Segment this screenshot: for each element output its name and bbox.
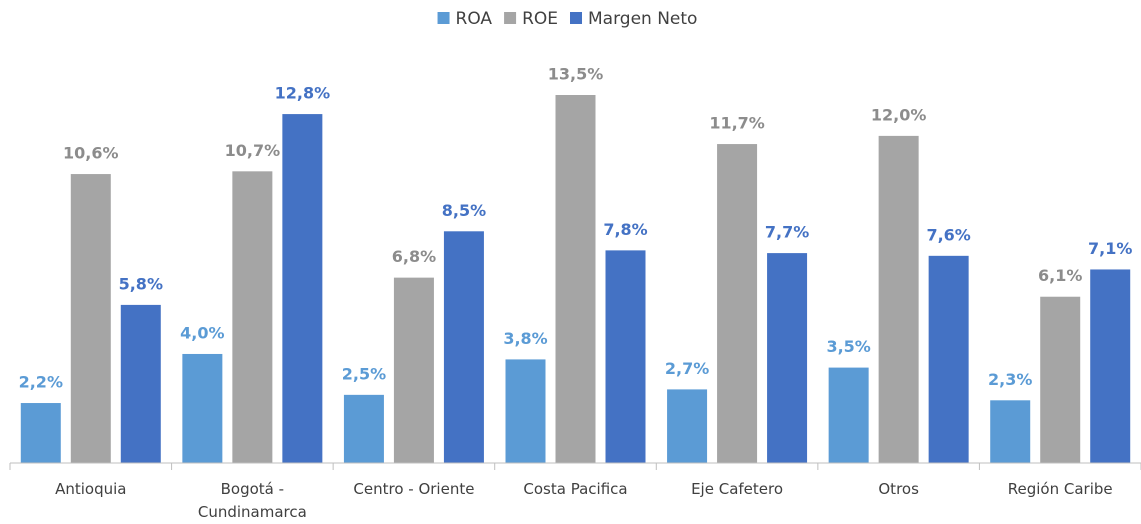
legend-swatch [504, 12, 517, 24]
data-label: 5,8% [119, 274, 163, 293]
bar [182, 353, 223, 463]
data-label: 7,8% [603, 220, 647, 239]
data-label: 3,5% [826, 337, 870, 356]
data-label: 2,3% [988, 370, 1032, 389]
data-label: 2,5% [342, 364, 386, 383]
bar [505, 359, 546, 463]
bar [343, 394, 384, 463]
x-tick-label: Región Caribe [1007, 480, 1113, 498]
data-label: 10,6% [63, 144, 119, 163]
data-label: 7,7% [765, 223, 809, 242]
bar [928, 255, 969, 463]
bar [767, 253, 808, 463]
legend-swatch [570, 12, 583, 24]
bar [878, 135, 919, 463]
bar [667, 389, 708, 463]
data-label: 3,8% [503, 329, 547, 348]
data-label: 2,2% [19, 373, 63, 392]
bar [990, 400, 1031, 463]
data-label: 10,7% [225, 141, 281, 160]
bar [20, 403, 61, 463]
legend-label: Margen Neto [588, 9, 697, 29]
bar [232, 171, 273, 463]
data-label: 11,7% [709, 114, 765, 133]
legend-label: ROE [522, 9, 558, 29]
bar [1090, 269, 1131, 463]
bar [282, 114, 323, 463]
x-tick-label: Antioquia [55, 480, 127, 498]
bar [555, 95, 596, 463]
bar [605, 250, 646, 463]
x-tick-label: Bogotá - Cundinamarca [197, 480, 307, 521]
bar [1040, 296, 1081, 463]
data-label: 6,8% [392, 247, 436, 266]
x-tick-label: Centro - Oriente [353, 480, 475, 498]
x-tick-label: Eje Cafetero [691, 480, 784, 498]
data-label: 2,7% [665, 359, 709, 378]
legend-swatch [437, 12, 450, 24]
data-label: 8,5% [442, 201, 486, 220]
data-label: 7,6% [926, 225, 970, 244]
data-label: 13,5% [548, 65, 604, 84]
x-tick-label: Otros [878, 480, 919, 498]
bar [828, 367, 869, 463]
bar [70, 174, 111, 463]
data-label: 12,8% [275, 84, 331, 103]
bar [120, 304, 161, 463]
bar [393, 277, 434, 463]
x-tick-label: Costa Pacifica [523, 480, 628, 498]
data-label: 7,1% [1088, 239, 1132, 258]
legend-label: ROA [456, 9, 493, 29]
data-label: 12,0% [871, 105, 927, 124]
data-label: 6,1% [1038, 266, 1082, 285]
data-label: 4,0% [180, 323, 224, 342]
bar [717, 144, 758, 464]
bar [443, 231, 484, 463]
